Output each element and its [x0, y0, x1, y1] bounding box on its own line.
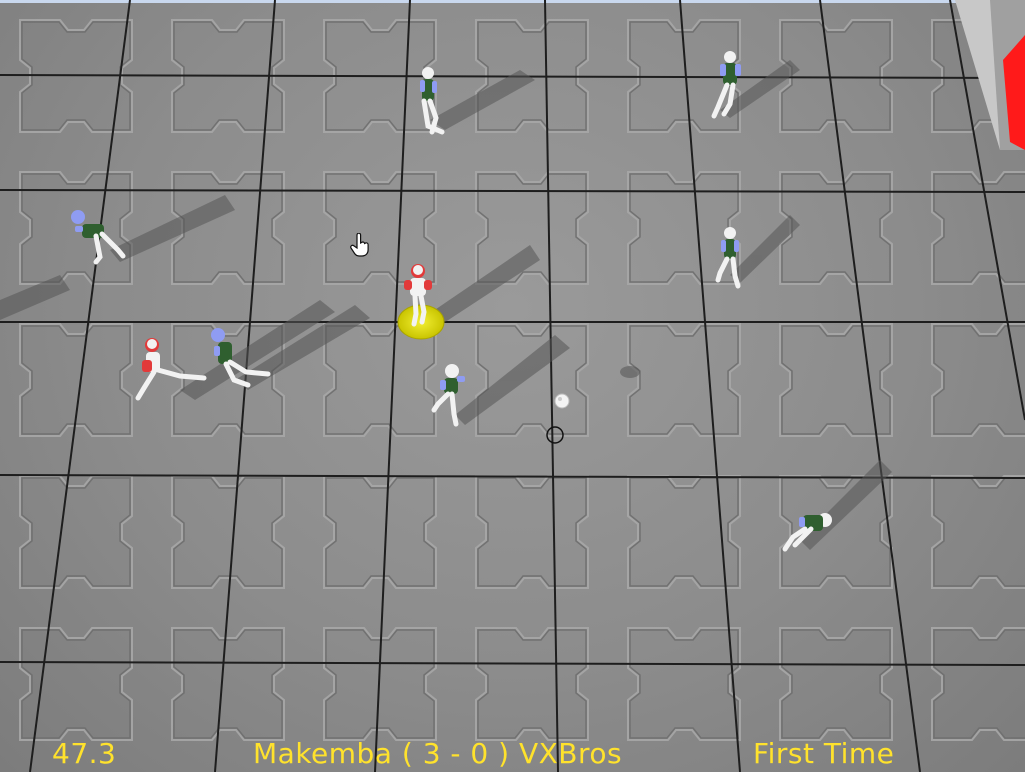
away-player[interactable] — [211, 328, 271, 388]
ball[interactable] — [554, 393, 570, 409]
match-period: First Time — [753, 737, 895, 770]
goal-structure — [955, 0, 1025, 150]
match-clock: 47.3 — [52, 737, 117, 770]
away-player[interactable] — [431, 364, 465, 427]
away-player[interactable] — [782, 513, 832, 552]
home-player-selected[interactable] — [404, 264, 432, 327]
hud-bar: 47.3 Makemba ( 3 - 0 ) VXBros First Time — [0, 732, 1025, 772]
hand-pointer-icon — [350, 232, 370, 261]
ball-target-ring — [546, 426, 564, 444]
home-player[interactable] — [135, 338, 207, 401]
away-player[interactable] — [711, 51, 741, 119]
away-player[interactable] — [71, 210, 126, 265]
scoreboard: Makemba ( 3 - 0 ) VXBros — [253, 737, 623, 770]
away-player[interactable] — [420, 67, 445, 135]
goal-post — [1003, 35, 1025, 150]
shadows — [0, 60, 892, 550]
away-player[interactable] — [715, 227, 741, 289]
